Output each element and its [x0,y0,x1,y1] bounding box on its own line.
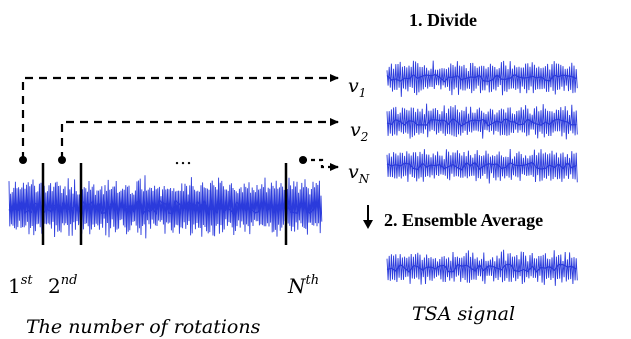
rotations-caption: The number of rotations [26,316,261,338]
segment-label-v1: v1 [348,75,366,100]
nth-rotation-label: Nth [287,273,319,298]
tsa-caption: TSA signal [412,303,515,325]
rotation-ellipsis: … [174,148,192,169]
connector-v2 [58,118,339,164]
connector-v1 [19,74,339,164]
segment-label-v2: v2 [350,119,368,144]
second-rotation-label: 2nd [48,273,77,298]
tsa-averaged-signal [386,249,578,286]
divided-signal-n [386,148,578,184]
divided-signal-1 [386,60,578,97]
raw-vibration-signal [8,175,323,239]
down-arrow-icon [363,205,373,229]
divide-label: 1. Divide [409,10,477,30]
ensemble-average-label: 2. Ensemble Average [384,210,543,230]
connector-vn [299,156,339,171]
segment-label-vn: vN [348,161,370,186]
divided-signal-2 [386,103,578,140]
first-rotation-label: 1st [8,273,33,298]
